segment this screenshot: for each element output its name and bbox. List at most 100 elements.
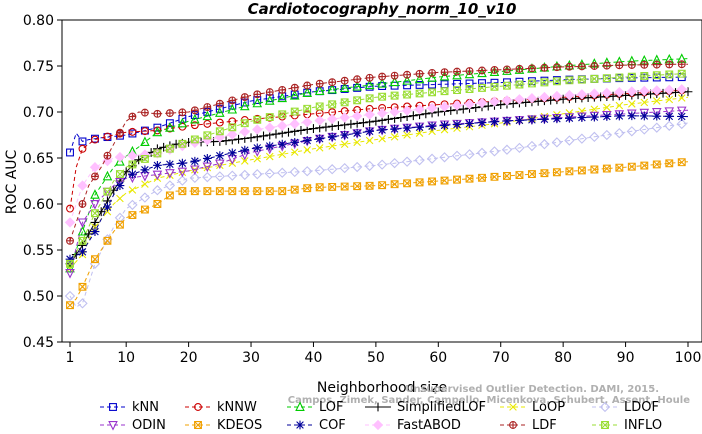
data-point: [303, 104, 312, 113]
x-tick-label: 50: [367, 350, 385, 366]
data-point: [676, 118, 687, 130]
data-point: [277, 92, 288, 103]
data-point: [652, 111, 662, 121]
data-point: [615, 163, 624, 172]
data-point: [78, 137, 87, 146]
data-point: [202, 162, 213, 173]
legend-entry-fastabod: FastABOD: [365, 418, 461, 433]
data-point: [640, 161, 649, 170]
data-point: [477, 118, 487, 127]
data-point: [128, 127, 137, 136]
data-point: [496, 100, 506, 110]
data-point: [228, 97, 236, 104]
data-point: [603, 103, 611, 112]
data-point: [166, 109, 174, 117]
legend-entry-lof: LOF: [287, 400, 344, 415]
data-point: [265, 187, 274, 196]
data-point: [303, 82, 311, 89]
data-point: [526, 140, 538, 152]
data-point: [84, 229, 94, 239]
data-point: [527, 79, 536, 88]
data-point: [77, 218, 88, 229]
x-tick-label: 10: [117, 350, 135, 366]
data-point: [640, 98, 649, 107]
data-point: [390, 133, 399, 141]
data-point: [478, 83, 486, 92]
data-point: [78, 282, 87, 291]
data-point: [365, 136, 374, 145]
data-point: [327, 164, 338, 175]
data-point: [490, 172, 499, 181]
y-tick-label: 0.80: [23, 13, 54, 29]
data-point: [402, 123, 412, 133]
data-point: [364, 160, 375, 172]
data-point: [526, 93, 538, 104]
data-point: [653, 61, 661, 69]
data-point: [371, 116, 381, 126]
data-point: [451, 150, 463, 161]
data-point: [303, 184, 312, 193]
data-point: [353, 182, 362, 191]
x-tick-label: 80: [554, 350, 572, 366]
data-point: [228, 123, 237, 132]
data-point: [539, 91, 550, 103]
data-point: [439, 70, 450, 81]
data-point: [291, 84, 299, 92]
data-point: [66, 237, 74, 245]
data-point: [514, 94, 525, 105]
data-point: [128, 160, 137, 169]
credit-line-2: Campos, Zimek, Sander, Campello, Micenko…: [288, 395, 690, 406]
data-point: [665, 159, 674, 168]
data-point: [253, 115, 262, 124]
data-point: [377, 125, 387, 135]
data-point: [327, 132, 337, 142]
legend: kNN kNNW LOF SimplifiedLOF LoOP LDOF ODIN KDEOS…: [100, 400, 662, 433]
plot-frame: [61, 19, 702, 343]
data-point: [465, 174, 474, 183]
data-point: [340, 85, 349, 93]
data-point: [614, 111, 624, 121]
data-point: [683, 87, 693, 97]
data-point: [139, 192, 151, 203]
data-point: [277, 120, 288, 131]
data-point: [178, 168, 187, 177]
data-point: [214, 132, 225, 143]
data-point: [464, 99, 475, 110]
data-point: [415, 122, 424, 132]
data-point: [190, 113, 200, 124]
data-point: [309, 124, 318, 133]
data-point: [590, 74, 599, 83]
data-point: [427, 121, 437, 131]
data-point: [378, 92, 387, 101]
data-point: [277, 139, 287, 149]
series-knnw: [66, 86, 689, 213]
data-point: [264, 122, 275, 133]
data-point: [351, 110, 363, 122]
data-point: [178, 108, 186, 116]
data-point: [215, 187, 224, 196]
data-point: [402, 75, 412, 85]
data-point: [502, 65, 512, 75]
data-point: [178, 187, 187, 196]
data-point: [351, 161, 363, 173]
series-ldf: [66, 60, 689, 245]
data-point: [153, 200, 162, 208]
data-point: [141, 180, 149, 188]
data-point: [602, 164, 611, 173]
data-point: [489, 66, 500, 77]
data-point: [215, 107, 225, 117]
data-point: [527, 170, 536, 179]
data-point: [66, 259, 74, 268]
data-point: [552, 77, 561, 86]
data-point: [614, 127, 625, 139]
data-point: [491, 66, 498, 74]
data-point: [489, 146, 500, 157]
data-point: [91, 255, 99, 264]
data-point: [64, 290, 76, 302]
data-point: [377, 78, 387, 88]
data-point: [577, 112, 587, 123]
data-point: [91, 209, 99, 218]
data-point: [476, 97, 488, 109]
legend-entry-kdeos: KDEOS: [185, 418, 262, 433]
data-point: [552, 114, 562, 124]
